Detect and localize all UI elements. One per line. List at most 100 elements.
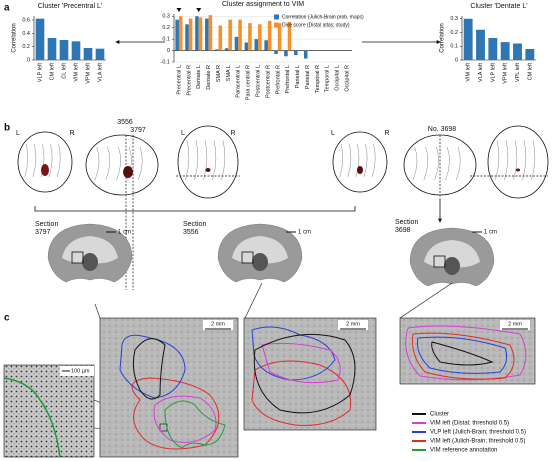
- x-tick-label: Precentral L: [176, 65, 182, 95]
- histology-image: [99, 317, 239, 458]
- sulcus: [504, 140, 509, 181]
- zoom-line: [94, 303, 101, 319]
- sulcus: [495, 140, 500, 181]
- scale-bg: [203, 320, 233, 330]
- bar: [513, 43, 522, 60]
- contour: [251, 360, 352, 426]
- sulcus: [194, 140, 199, 181]
- section-title: Section: [395, 219, 418, 226]
- bar: [238, 19, 242, 51]
- sulcus: [94, 146, 100, 181]
- bar: [198, 17, 203, 51]
- legend-label: Cluster: [430, 412, 449, 418]
- scale-label: 1 cm: [484, 230, 497, 236]
- sulcus: [423, 146, 429, 181]
- y-tick-label: 0: [167, 48, 170, 54]
- sulcus: [40, 143, 45, 178]
- section-title: Section: [35, 221, 58, 228]
- contour: [251, 326, 336, 381]
- x-tick-label: VIM left: [466, 63, 472, 82]
- bar: [294, 50, 298, 56]
- x-tick-label: Paracentral L: [236, 65, 242, 98]
- x-tick-label: VLP left: [490, 63, 496, 83]
- x-tick-label: Precentral R: [186, 65, 192, 96]
- x-tick-label: Prefrontal R: [275, 65, 281, 94]
- x-tick-label: CL left: [61, 63, 67, 79]
- y-axis-label: Correlation: [440, 23, 446, 52]
- contour: [253, 333, 356, 414]
- bar: [476, 29, 485, 60]
- scale-label: 2 mm: [346, 321, 360, 327]
- sulcus: [339, 143, 344, 178]
- roi-box: [433, 255, 446, 268]
- bar: [218, 25, 223, 51]
- x-tick-label: VPM left: [85, 63, 91, 84]
- sulcus: [138, 146, 143, 181]
- sulcus: [203, 140, 208, 181]
- bar: [59, 40, 69, 60]
- scale-label: 2 mm: [211, 321, 225, 327]
- x-tick-label: Parietal L: [295, 65, 301, 88]
- hemisphere-label: L: [16, 130, 20, 137]
- contour: [131, 377, 220, 450]
- sulcus: [522, 140, 527, 181]
- y-tick-label: 0: [27, 57, 30, 63]
- x-tick-label: VLA left: [97, 63, 103, 82]
- sulcus: [56, 143, 61, 178]
- white-matter: [424, 240, 480, 268]
- highlight-marker: [176, 8, 182, 12]
- legend-label: Correlation (Julich-Brain prob. maps): [282, 14, 364, 20]
- contour: [132, 338, 166, 400]
- x-tick-label: Temporal R: [315, 65, 321, 93]
- legend-label: Dice score (Distal atlas; study): [282, 22, 350, 28]
- sulcus: [434, 146, 439, 181]
- brain-outline: [487, 125, 549, 199]
- section-number: 3698: [395, 227, 411, 234]
- chart-title: Cluster assignment to VIM: [222, 1, 304, 8]
- sulcus: [48, 143, 53, 178]
- x-tick-label: Postcentral R: [265, 65, 271, 98]
- bar: [525, 49, 535, 60]
- legend-label: VIM reference annotation: [430, 448, 497, 454]
- highlight-marker: [196, 8, 202, 12]
- x-tick-label: VLA left: [478, 63, 484, 82]
- section-number: 3797: [35, 229, 51, 236]
- bar: [488, 38, 498, 60]
- bar: [274, 50, 278, 54]
- hemisphere-label: R: [69, 130, 74, 137]
- slice-number: 3797: [130, 127, 146, 134]
- scale-label: 1 cm: [118, 230, 131, 236]
- x-tick-label: VPM left: [503, 63, 509, 84]
- brain-outline: [177, 125, 239, 199]
- roi-box: [241, 251, 254, 264]
- sulcus: [32, 143, 37, 178]
- sulcus: [221, 140, 226, 181]
- sulcus: [105, 146, 111, 181]
- chart-title: Cluster 'Dentate L': [470, 3, 527, 10]
- sulcus: [412, 146, 418, 181]
- bar: [234, 36, 239, 51]
- hemisphere-label: R: [230, 130, 235, 137]
- legend-swatch: [274, 14, 279, 20]
- contour: [431, 341, 494, 366]
- bar: [277, 23, 282, 51]
- x-tick-label: Parietal R: [305, 65, 311, 89]
- scale-label: 1 cm: [298, 230, 311, 236]
- bar: [71, 41, 81, 60]
- slice-number: 3556: [117, 119, 133, 126]
- y-tick-label: 0.2: [450, 30, 458, 36]
- bar: [248, 23, 252, 51]
- sulcus: [513, 140, 518, 181]
- y-tick-label: 0.1: [450, 44, 458, 50]
- bar: [205, 18, 209, 51]
- sulcus: [363, 143, 368, 178]
- y-tick-label: 0.4: [22, 31, 30, 37]
- cluster-region: [357, 166, 363, 174]
- bar: [175, 19, 179, 51]
- bar: [178, 16, 183, 51]
- legend-label: VLP left (Julich-Brain; threshold 0.5): [430, 430, 526, 436]
- scale-label: 100 µm: [71, 368, 90, 374]
- x-tick-label: Para central R: [246, 65, 252, 100]
- bar: [95, 48, 105, 60]
